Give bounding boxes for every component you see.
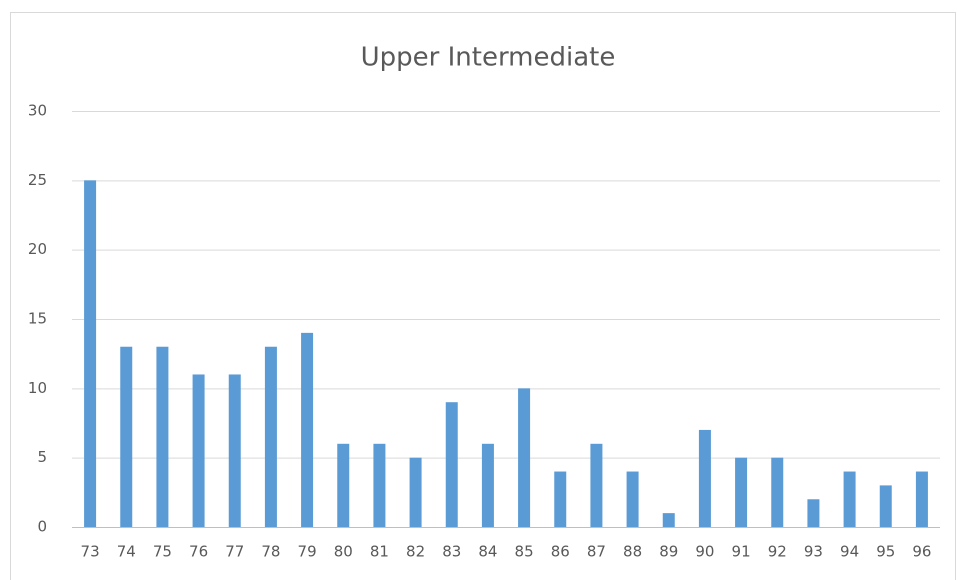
x-tick-label: 92: [768, 543, 787, 561]
x-tick-label: 88: [623, 543, 642, 561]
x-tick-label: 76: [189, 543, 208, 561]
y-tick-label: 5: [37, 448, 47, 466]
x-tick-label: 75: [153, 543, 172, 561]
bar: [481, 443, 494, 527]
bar: [84, 180, 97, 528]
x-tick-label: 85: [515, 543, 534, 561]
x-tick-label: 91: [732, 543, 751, 561]
bar: [807, 499, 820, 527]
x-tick-label: 80: [334, 543, 353, 561]
bar: [409, 457, 422, 527]
y-tick-label: 25: [28, 171, 47, 189]
bar: [156, 346, 169, 527]
bar: [590, 443, 603, 527]
bar: [915, 471, 928, 527]
x-tick-label: 86: [551, 543, 570, 561]
x-tick-label: 94: [840, 543, 859, 561]
x-tick-label: 87: [587, 543, 606, 561]
x-tick-label: 74: [117, 543, 136, 561]
bar: [662, 513, 675, 527]
chart-title: Upper Intermediate: [361, 43, 616, 73]
y-tick-label: 30: [28, 102, 47, 120]
bar: [735, 457, 748, 527]
x-tick-label: 77: [225, 543, 244, 561]
bar: [518, 388, 531, 527]
x-tick-label: 96: [912, 543, 931, 561]
bar: [445, 402, 458, 527]
bar: [698, 429, 711, 527]
y-tick-label: 0: [37, 518, 47, 536]
bar: [879, 485, 892, 527]
y-tick-label: 15: [28, 310, 47, 328]
x-tick-label: 89: [659, 543, 678, 561]
bar: [228, 374, 241, 527]
x-tick-label: 83: [442, 543, 461, 561]
x-tick-label: 95: [876, 543, 895, 561]
bar: [843, 471, 856, 527]
x-tick-label: 81: [370, 543, 389, 561]
bar: [120, 346, 133, 527]
bar: [373, 443, 386, 527]
x-tick-label: 78: [261, 543, 280, 561]
bar: [337, 443, 350, 527]
bar: [554, 471, 567, 527]
x-tick-label: 73: [81, 543, 100, 561]
y-tick-label: 10: [28, 379, 47, 397]
x-tick-label: 90: [695, 543, 714, 561]
bar: [626, 471, 639, 527]
bar: [192, 374, 205, 527]
y-tick-label: 20: [28, 240, 47, 258]
x-tick-label: 84: [478, 543, 497, 561]
bar: [301, 332, 314, 527]
bar: [771, 457, 784, 527]
x-tick-label: 93: [804, 543, 823, 561]
x-tick-label: 82: [406, 543, 425, 561]
x-tick-label: 79: [298, 543, 317, 561]
bar: [264, 346, 277, 527]
